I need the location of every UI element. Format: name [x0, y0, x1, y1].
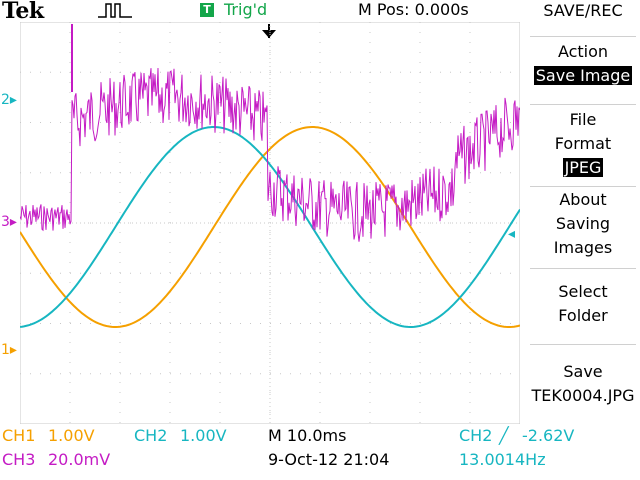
ch3-waveform: [20, 67, 520, 242]
trigger-pulse-icon: [98, 3, 132, 18]
ch1-ground-marker: 1▸: [1, 342, 17, 358]
menu-divider: [530, 186, 636, 187]
trigger-level: -2.62V: [522, 426, 575, 445]
date-time: 9-Oct-12 21:04: [268, 450, 390, 469]
main-position-readout: M Pos: 0.000s: [358, 0, 469, 19]
file-format-value: JPEG: [562, 158, 604, 177]
trigger-status-badge: T: [200, 3, 214, 17]
side-menu: SAVE/REC Action Save Image File Format J…: [526, 0, 640, 480]
select-folder-button[interactable]: Select Folder: [558, 282, 608, 325]
graticule: [20, 22, 520, 424]
action-value: Save Image: [533, 66, 633, 85]
ch3-label[interactable]: CH3: [2, 450, 36, 469]
menu-divider: [530, 268, 636, 269]
save-file-button[interactable]: Save TEK0004.JPG: [531, 362, 635, 405]
trigger-slope-icon: ╱: [499, 426, 509, 445]
ch1-label[interactable]: CH1: [2, 426, 36, 445]
ch2-label[interactable]: CH2: [134, 426, 168, 445]
trigger-level-arrow-icon: ◂: [508, 226, 516, 242]
menu-divider: [530, 104, 636, 105]
trigger-status-text: Trig'd: [224, 0, 268, 19]
trigger-position-marker-icon: [262, 24, 276, 38]
timebase-readout: M 10.0ms: [268, 426, 347, 445]
menu-divider: [530, 36, 636, 37]
ch1-scale: 1.00V: [48, 426, 95, 445]
top-status-bar: Tek T Trig'd M Pos: 0.000s: [0, 0, 526, 24]
menu-divider: [530, 344, 636, 345]
brand-logo: Tek: [2, 0, 44, 24]
bottom-status-bar: CH1 1.00V CH2 1.00V M 10.0ms CH2 ╱ -2.62…: [0, 426, 640, 480]
ch3-ground-marker: 3▸: [1, 214, 17, 230]
ch3-scale: 20.0mV: [48, 450, 111, 469]
action-menu-button[interactable]: Action Save Image: [533, 42, 633, 85]
ch1-waveform: [20, 126, 520, 328]
ch2-waveform: [20, 126, 520, 328]
about-saving-images-button[interactable]: About Saving Images: [553, 190, 613, 257]
menu-title: SAVE/REC: [543, 1, 623, 20]
ch2-scale: 1.00V: [180, 426, 227, 445]
ch2-ground-marker: 2▸: [1, 92, 17, 108]
frequency-readout: 13.0014Hz: [459, 450, 546, 469]
file-format-menu-button[interactable]: File Format JPEG: [554, 110, 612, 177]
trigger-source: CH2: [459, 426, 493, 445]
waveform-display[interactable]: [20, 22, 520, 424]
